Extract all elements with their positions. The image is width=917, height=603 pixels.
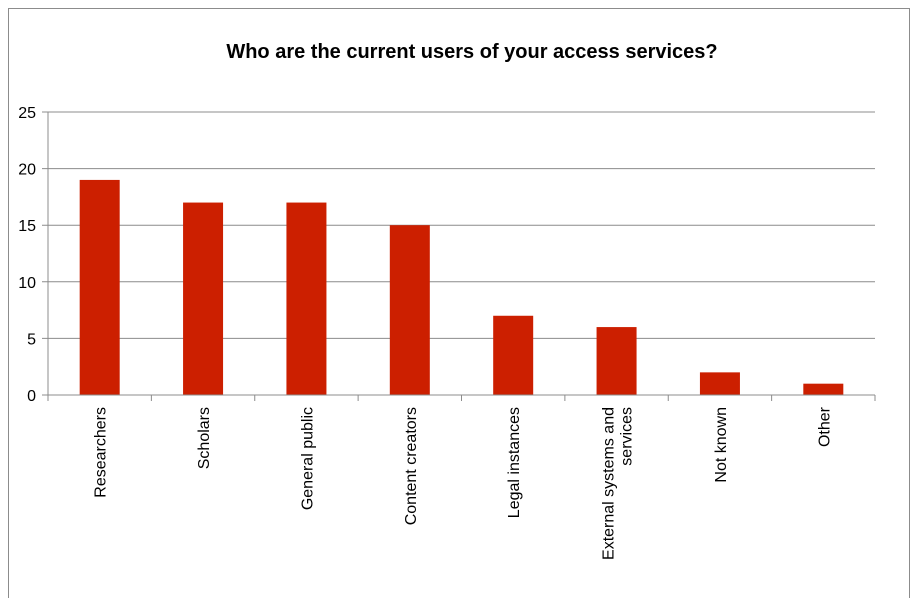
x-tick-label: Researchers bbox=[93, 407, 110, 498]
bar bbox=[79, 179, 120, 395]
y-tick-label: 5 bbox=[27, 331, 36, 348]
x-axis-labels: Researchers Scholars General public Content… bbox=[93, 406, 834, 560]
x-tick-label-line: Other bbox=[816, 406, 833, 447]
x-tick-label: Other bbox=[816, 406, 833, 447]
bar bbox=[286, 202, 327, 395]
x-tick-label: Scholars bbox=[196, 407, 213, 469]
bar bbox=[183, 202, 224, 395]
y-tick-label: 20 bbox=[18, 162, 36, 179]
x-tick-label-line: Legal instances bbox=[506, 407, 523, 518]
x-tick-label: Not known bbox=[713, 407, 730, 483]
y-tick-label: 15 bbox=[18, 218, 36, 235]
bar bbox=[803, 383, 844, 395]
bar bbox=[699, 372, 740, 395]
x-tick-label-line: General public bbox=[299, 407, 316, 510]
x-tick-label-line: Not known bbox=[713, 407, 730, 483]
x-axis bbox=[47, 112, 876, 401]
y-tick-label: 0 bbox=[27, 388, 36, 405]
bar bbox=[596, 327, 637, 395]
x-tick-label-line: Content creators bbox=[403, 407, 420, 525]
x-tick-label-line: services bbox=[619, 407, 636, 466]
x-tick-label: Content creators bbox=[403, 407, 420, 525]
x-tick-label: External systems andservices bbox=[601, 407, 636, 560]
gridlines bbox=[42, 111, 875, 396]
y-tick-label: 25 bbox=[18, 105, 36, 122]
y-axis-ticks: 0 5 10 15 20 25 bbox=[18, 105, 36, 405]
x-tick-label-line: Scholars bbox=[196, 407, 213, 469]
chart-title: Who are the current users of your access… bbox=[226, 41, 717, 63]
bars bbox=[79, 179, 844, 395]
x-tick-label: General public bbox=[299, 407, 316, 510]
x-tick-label: Legal instances bbox=[506, 407, 523, 518]
bar bbox=[389, 225, 430, 395]
bar bbox=[493, 315, 534, 395]
x-tick-label-line: Researchers bbox=[93, 407, 110, 498]
x-tick-label-line: External systems and bbox=[601, 407, 618, 560]
chart-frame bbox=[8, 8, 910, 598]
y-tick-label: 10 bbox=[18, 275, 36, 292]
